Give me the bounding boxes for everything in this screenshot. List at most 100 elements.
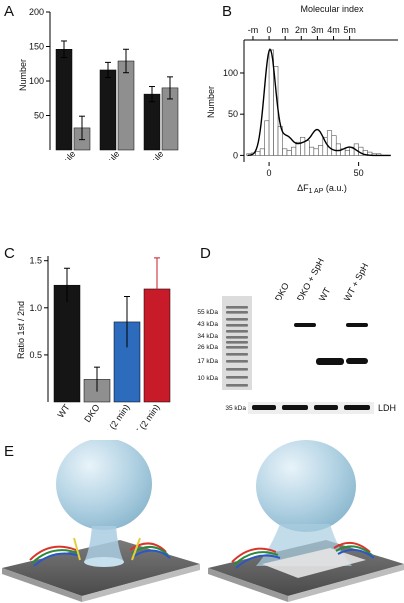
panel-b-ytick-label: 0: [233, 150, 238, 160]
panel-a-ytick-label: 150: [29, 42, 44, 52]
band-wt-sph-43: [346, 323, 368, 327]
panel-b-top-label: Molecular index: [300, 4, 364, 14]
panel-b-hist-bar: [286, 150, 292, 156]
panel-label-a: A: [4, 3, 14, 20]
gel-ladder-band: [226, 341, 248, 344]
ldh-band-3: [314, 405, 338, 410]
panel-b-hist-bar: [344, 150, 350, 156]
panel-c-category-label: WT (2 min): [128, 402, 162, 430]
panel-a-ytick-label: 200: [29, 7, 44, 17]
panel-c-ytick-label: 1.0: [29, 303, 42, 313]
panel-b-hist-bar: [309, 146, 315, 156]
panel-a-bar: [143, 93, 161, 151]
panel-a-ylabel: Number: [18, 59, 28, 91]
band-wt-sph-17: [346, 358, 368, 364]
panel-b-ylabel: Number: [206, 86, 216, 118]
gel-ladder-band: [226, 311, 248, 314]
panel-b-xtick-label: 0: [267, 168, 272, 178]
panel-b-top-tick-label: 2m: [295, 25, 308, 35]
panel-a-category-label: one molecule: [35, 149, 77, 160]
fusion-pore-left: [84, 557, 124, 567]
panel-c-bar: [53, 284, 81, 403]
marker-17: 17 kDa: [197, 358, 218, 365]
marker-10: 10 kDa: [197, 375, 218, 382]
panel-b-hist-bar: [304, 140, 310, 156]
gel-ladder-band: [226, 330, 248, 333]
panel-b-hist-bar: [291, 146, 297, 156]
marker-43: 43 kDa: [197, 321, 218, 328]
membrane-plate-right-edge: [208, 568, 288, 602]
panel-b-hist-bar: [255, 150, 261, 156]
panel-a-ytick-label: 100: [29, 76, 44, 86]
panel-label-b: B: [222, 3, 232, 20]
marker-34: 34 kDa: [197, 333, 218, 340]
panel-b-ytick-label: 50: [228, 109, 238, 119]
vesicle-left: [56, 440, 152, 530]
panel-b-top-tick-label: -m: [248, 25, 259, 35]
gel-lane-label-wt-sph: WT + SpH: [342, 262, 370, 303]
gel-ladder-band: [226, 346, 248, 349]
panel-a-category-label: two molecule: [80, 149, 121, 160]
marker-55: 55 kDa: [197, 309, 218, 316]
panel-b-xtick-label: 50: [354, 168, 364, 178]
ldh-band-2: [282, 405, 308, 410]
panel-b-top-tick-label: 4m: [327, 25, 340, 35]
panel-a-bar: [117, 60, 135, 151]
gel-ladder-band: [226, 376, 248, 379]
fusion-scene-right: [208, 440, 404, 602]
gel-ladder-band: [226, 360, 248, 363]
loading-name-label: LDH: [378, 403, 396, 413]
ldh-band-4: [344, 405, 370, 410]
loading-control-strip: [248, 402, 374, 414]
panel-c-category-label: DKO (2 min): [95, 402, 132, 430]
panel-c-ytick-label: 0.5: [29, 350, 42, 360]
gel-ladder-band: [226, 353, 248, 356]
membrane-plate-left-side: [82, 564, 200, 602]
panel-e-illustration: E: [2, 440, 404, 602]
panel-a-category-label: three molecule: [120, 149, 166, 160]
panel-b-hist-bar: [282, 148, 288, 156]
opening-right: [262, 548, 366, 578]
panel-c-category-label: WT: [55, 402, 72, 420]
fusion-scene-left: [2, 440, 200, 602]
gel-ladder-band: [226, 336, 248, 339]
panel-b-xlabel: ΔF1 AP (a.u.): [297, 183, 347, 195]
panel-a-ytick-label: 50: [34, 111, 44, 121]
gel-ladder-band: [226, 318, 248, 321]
panel-b-top-tick-label: 0: [267, 25, 272, 35]
panel-b-hist-bar: [313, 148, 319, 156]
panel-b-top-tick-label: 5m: [343, 25, 356, 35]
ldh-band-1: [252, 405, 276, 410]
gel-ladder-band: [226, 324, 248, 327]
panel-b-hist-bar: [300, 136, 306, 156]
panel-d-gel: D DKO DKO + SpH WT WT + SpH 55 kDa 43 kD…: [197, 245, 404, 414]
panel-b-hist-bar: [318, 145, 324, 156]
loading-kda-label: 35 kDa: [225, 405, 246, 412]
panel-b-chart: B Molecular index -m 0 m 2m 3m 4m 5m Number 05…: [206, 3, 398, 195]
membrane-plate-left-edge: [2, 568, 82, 602]
panel-b-top-tick-label: 3m: [311, 25, 324, 35]
panel-a-chart: A Number 50 100 150 200 one moleculetwo mol…: [4, 3, 179, 160]
panel-label-e: E: [4, 443, 14, 460]
panel-b-top-tick-label: m: [281, 25, 289, 35]
panel-b-hist-bar: [259, 148, 265, 156]
snare-complex-left: [29, 537, 171, 567]
panel-b-ytick-label: 100: [223, 68, 238, 78]
panel-a-bar: [99, 69, 117, 151]
panel-label-c: C: [4, 245, 15, 262]
panel-b-fit-curve: [247, 48, 391, 157]
panel-a-bar: [55, 49, 73, 151]
gel-ladder-band: [226, 306, 248, 309]
snare-complex-right: [231, 541, 375, 569]
fusion-stalk-left: [84, 526, 124, 562]
panel-b-hist-bar: [264, 120, 270, 156]
gel-ladder-band: [226, 384, 248, 387]
panel-b-hist-bar: [326, 130, 333, 156]
membrane-plate-left: [2, 540, 200, 596]
vesicle-right: [256, 440, 356, 532]
panel-b-hist-bar: [331, 135, 337, 156]
band-wt-17: [316, 358, 344, 365]
panel-c-category-label: DKO: [82, 402, 101, 424]
gel-ladder-band: [226, 368, 248, 371]
